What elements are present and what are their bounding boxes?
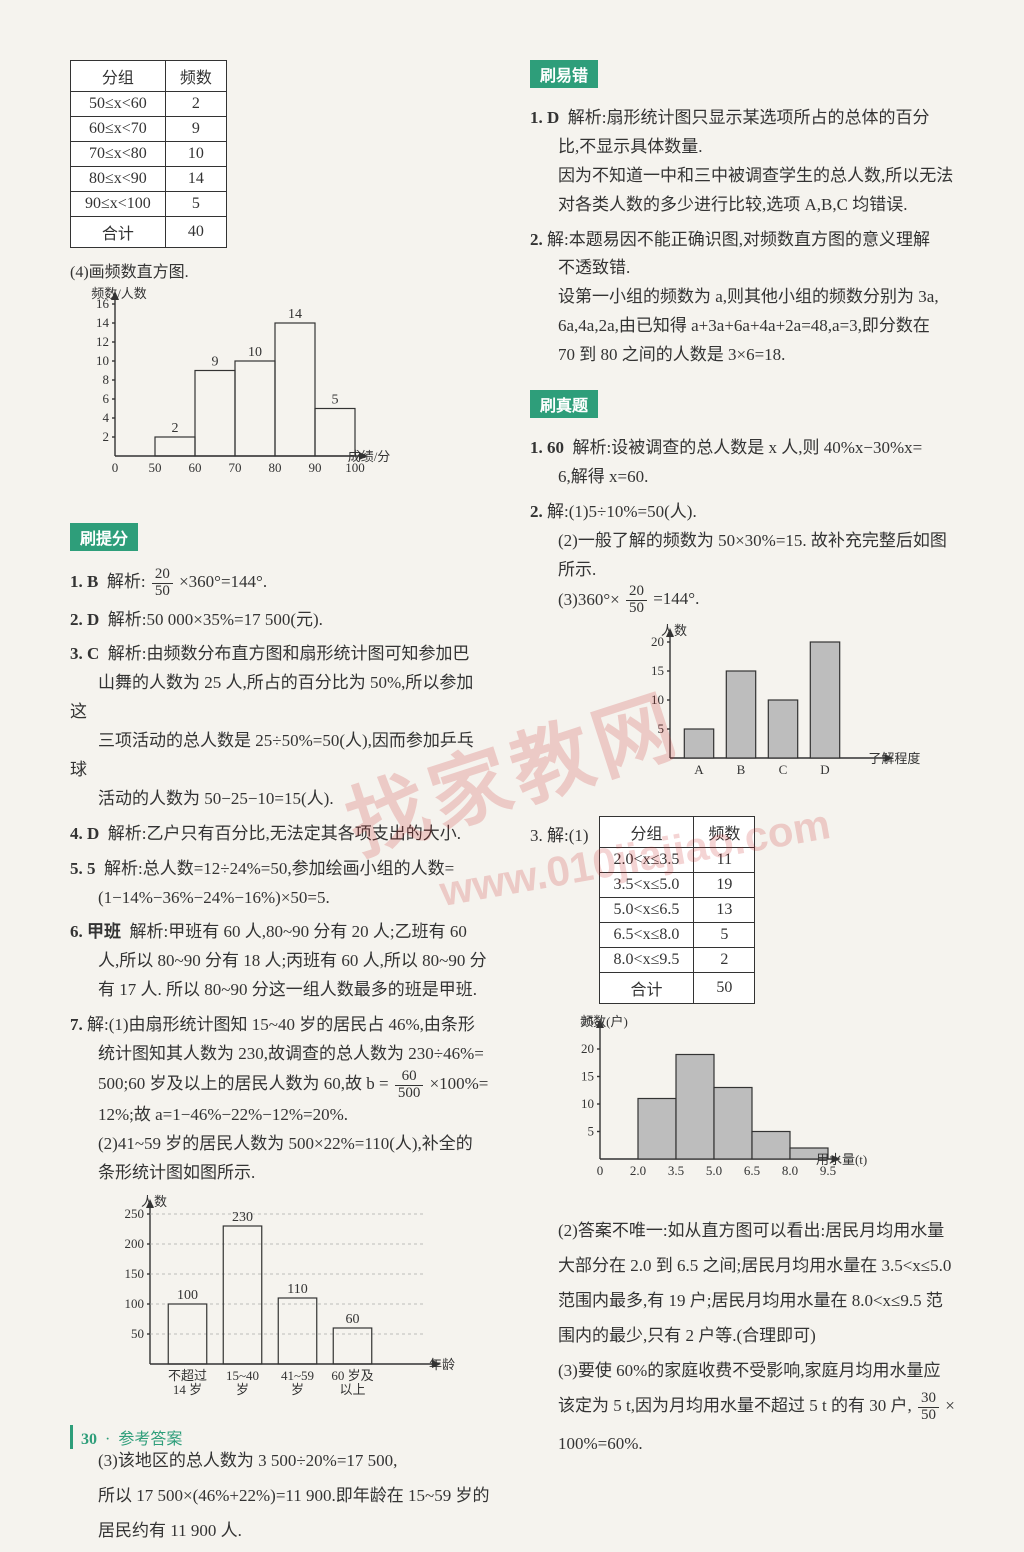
left-item-2: 2. D 解析:50 000×35%=17 500(元). bbox=[70, 606, 490, 635]
left-item-7: 7. 解:(1)由扇形统计图知 15~40 岁的居民占 46%,由条形 统计图知… bbox=[70, 1011, 490, 1188]
svg-text:80: 80 bbox=[269, 460, 282, 475]
svg-text:成绩/分: 成绩/分 bbox=[348, 449, 391, 464]
svg-text:8: 8 bbox=[103, 372, 110, 387]
right-zt-1: 1. 60 解析:设被调查的总人数是 x 人,则 40%x−30%x= 6,解得… bbox=[530, 434, 974, 492]
svg-text:50: 50 bbox=[149, 460, 162, 475]
svg-text:以上: 以上 bbox=[339, 1382, 365, 1397]
left-item-1: 1. B 解析: 2050 ×360°=144°. bbox=[70, 567, 490, 600]
svg-text:90: 90 bbox=[309, 460, 322, 475]
svg-text:0: 0 bbox=[597, 1163, 604, 1178]
svg-text:了解程度: 了解程度 bbox=[868, 751, 920, 766]
right-bottom-1: (2)答案不唯一:如从直方图可以看出:居民月均用水量 bbox=[530, 1217, 974, 1246]
left-item-3: 3. C 解析:由频数分布直方图和扇形统计图可知参加巴 山舞的人数为 25 人,… bbox=[70, 640, 490, 813]
page-number: 30 bbox=[81, 1431, 97, 1448]
right-bottom-4: 围内的最少,只有 2 户等.(合理即可) bbox=[530, 1322, 974, 1351]
page-footer: 30 · 参考答案 bbox=[70, 1425, 182, 1449]
svg-text:不超过: 不超过 bbox=[168, 1368, 207, 1383]
section-shuayicuo: 刷易错 bbox=[530, 60, 598, 88]
svg-text:70: 70 bbox=[229, 460, 242, 475]
histogram-chart-4: 51015202502.03.55.06.58.09.5频数(户)用水量(t) bbox=[560, 1014, 974, 1199]
svg-text:15: 15 bbox=[651, 663, 664, 678]
svg-text:3.5: 3.5 bbox=[668, 1163, 684, 1178]
svg-text:20: 20 bbox=[581, 1041, 594, 1056]
svg-text:10: 10 bbox=[248, 345, 262, 360]
svg-text:100: 100 bbox=[125, 1296, 145, 1311]
svg-text:41~59: 41~59 bbox=[281, 1368, 314, 1383]
svg-text:60: 60 bbox=[189, 460, 202, 475]
svg-text:2: 2 bbox=[103, 429, 110, 444]
svg-text:10: 10 bbox=[96, 353, 109, 368]
svg-text:岁: 岁 bbox=[236, 1382, 249, 1397]
svg-text:15: 15 bbox=[581, 1068, 594, 1083]
svg-text:100: 100 bbox=[177, 1288, 198, 1303]
svg-text:10: 10 bbox=[651, 692, 664, 707]
svg-text:60 岁及: 60 岁及 bbox=[331, 1368, 373, 1383]
svg-text:0: 0 bbox=[112, 460, 119, 475]
svg-text:60: 60 bbox=[346, 1312, 360, 1327]
svg-text:人数: 人数 bbox=[141, 1194, 167, 1209]
right-bottom-7: 100%=60%. bbox=[530, 1430, 974, 1459]
svg-text:5.0: 5.0 bbox=[706, 1163, 722, 1178]
right-bottom-6: 该定为 5 t,因为月均用水量不超过 5 t 的有 30 户, 3050 × bbox=[530, 1391, 974, 1424]
section-shuazhenti: 刷真题 bbox=[530, 390, 598, 418]
svg-text:15~40: 15~40 bbox=[226, 1368, 259, 1383]
caption-4: (4)画频数直方图. bbox=[70, 258, 490, 282]
svg-text:频数(户): 频数(户) bbox=[580, 1014, 628, 1029]
t1-h1: 分组 bbox=[71, 61, 166, 92]
svg-text:8.0: 8.0 bbox=[782, 1163, 798, 1178]
left-bottom-2: 所以 17 500×(46%+22%)=11 900.即年龄在 15~59 岁的 bbox=[70, 1482, 490, 1511]
right-yc-1: 1. D 解析:扇形统计图只显示某选项所占的总体的百分 比,不显示具体数量. 因… bbox=[530, 104, 974, 220]
t1-h2: 频数 bbox=[165, 61, 226, 92]
svg-text:14: 14 bbox=[96, 315, 110, 330]
svg-text:A: A bbox=[694, 762, 704, 777]
right-bottom-5: (3)要使 60%的家庭收费不受影响,家庭月均用水量应 bbox=[530, 1357, 974, 1386]
left-bottom-1: (3)该地区的总人数为 3 500÷20%=17 500, bbox=[70, 1447, 490, 1476]
left-bottom-3: 居民约有 11 900 人. bbox=[70, 1517, 490, 1546]
svg-text:5: 5 bbox=[658, 721, 665, 736]
svg-text:用水量(t): 用水量(t) bbox=[816, 1152, 867, 1167]
svg-text:6.5: 6.5 bbox=[744, 1163, 760, 1178]
svg-text:9: 9 bbox=[212, 355, 219, 370]
footer-label: 参考答案 bbox=[118, 1431, 182, 1448]
svg-text:5: 5 bbox=[332, 393, 339, 408]
table-freq-2: 分组频数 2.0<x≤3.511 3.5<x≤5.019 5.0<x≤6.513… bbox=[599, 816, 756, 1004]
svg-text:2: 2 bbox=[172, 421, 179, 436]
right-item-3-prefix: 3. 解:(1) bbox=[530, 822, 589, 851]
svg-text:14: 14 bbox=[288, 307, 302, 322]
table-freq-1: 分组频数 50≤x<602 60≤x<709 70≤x<8010 80≤x<90… bbox=[70, 60, 227, 248]
bar-chart-2: 5010015020025010023011060不超过14 岁15~40岁41… bbox=[100, 1194, 490, 1429]
bar-chart-3: 5101520ABCD人数了解程度 bbox=[630, 623, 974, 798]
left-item-6: 6. 甲班 解析:甲班有 60 人,80~90 分有 20 人;乙班有 60 人… bbox=[70, 918, 490, 1005]
svg-text:150: 150 bbox=[125, 1266, 145, 1281]
histogram-chart-1: 246810121416291014505060708090100频数/人数成绩… bbox=[70, 286, 490, 491]
svg-text:4: 4 bbox=[103, 410, 110, 425]
svg-text:年龄: 年龄 bbox=[429, 1357, 455, 1372]
right-bottom-3: 范围内最多,有 19 户;居民月均用水量在 8.0<x≤9.5 范 bbox=[530, 1287, 974, 1316]
svg-text:频数/人数: 频数/人数 bbox=[91, 286, 147, 301]
left-item-5: 5. 5 解析:总人数=12÷24%=50,参加绘画小组的人数= (1−14%−… bbox=[70, 855, 490, 913]
svg-text:人数: 人数 bbox=[661, 623, 687, 638]
right-bottom-2: 大部分在 2.0 到 6.5 之间;居民月均用水量在 3.5<x≤5.0 bbox=[530, 1252, 974, 1281]
right-column: 刷易错 1. D 解析:扇形统计图只显示某选项所占的总体的百分 比,不显示具体数… bbox=[530, 60, 974, 1552]
right-zt-2: 2. 解:(1)5÷10%=50(人). (2)一般了解的频数为 50×30%=… bbox=[530, 498, 974, 617]
svg-text:110: 110 bbox=[287, 1282, 307, 1297]
svg-text:5: 5 bbox=[588, 1123, 595, 1138]
svg-text:10: 10 bbox=[581, 1096, 594, 1111]
left-column: 分组频数 50≤x<602 60≤x<709 70≤x<8010 80≤x<90… bbox=[70, 60, 490, 1552]
right-yc-2: 2. 解:本题易因不能正确识图,对频数直方图的意义理解 不透致错. 设第一小组的… bbox=[530, 226, 974, 370]
svg-text:12: 12 bbox=[96, 334, 109, 349]
svg-text:14 岁: 14 岁 bbox=[173, 1382, 202, 1397]
svg-text:D: D bbox=[820, 762, 829, 777]
svg-text:6: 6 bbox=[103, 391, 110, 406]
svg-text:2.0: 2.0 bbox=[630, 1163, 646, 1178]
left-item-4: 4. D 解析:乙户只有百分比,无法定其各项支出的大小. bbox=[70, 820, 490, 849]
svg-text:C: C bbox=[779, 762, 788, 777]
svg-text:岁: 岁 bbox=[291, 1382, 304, 1397]
svg-text:B: B bbox=[737, 762, 746, 777]
section-shuatifen: 刷提分 bbox=[70, 523, 138, 551]
svg-text:230: 230 bbox=[232, 1210, 253, 1225]
svg-text:200: 200 bbox=[125, 1236, 145, 1251]
svg-text:50: 50 bbox=[131, 1326, 144, 1341]
